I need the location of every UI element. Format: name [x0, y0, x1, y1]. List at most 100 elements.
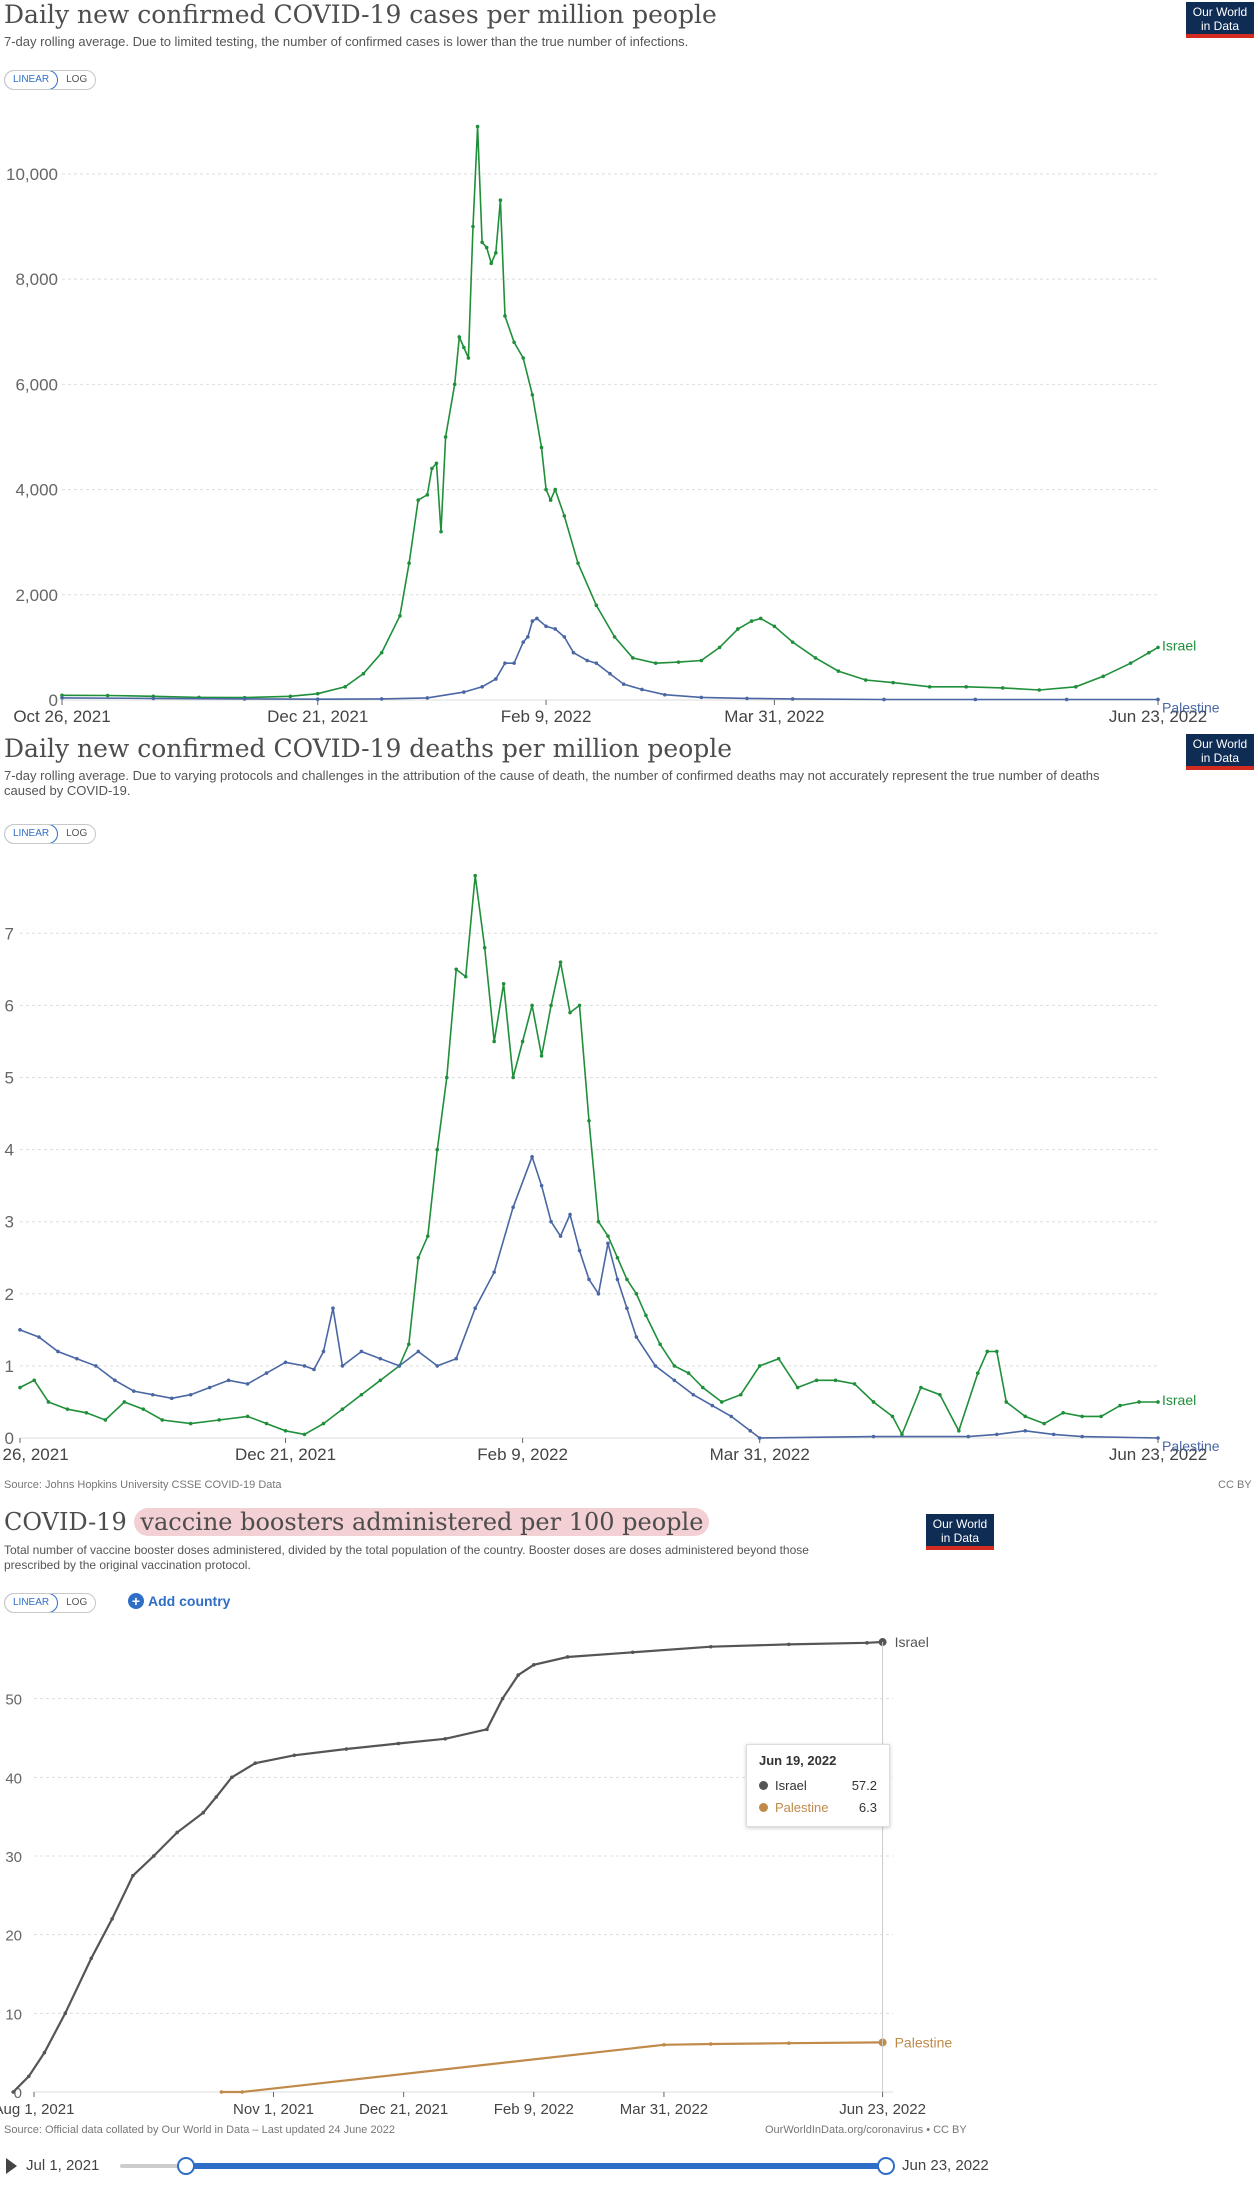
data-point: [512, 340, 516, 345]
deaths-source[interactable]: Source: Johns Hopkins University CSSE CO…: [4, 1479, 282, 1491]
data-point: [283, 1360, 288, 1365]
data-point: [150, 1392, 155, 1397]
data-point: [587, 1118, 591, 1123]
data-point: [201, 1810, 205, 1815]
data-point: [63, 2011, 68, 2016]
data-point: [662, 2043, 666, 2047]
series-label-palestine: Palestine: [1162, 1438, 1220, 1454]
data-point: [434, 461, 439, 466]
x-tick-label: Feb 9, 2022: [501, 707, 592, 726]
cases-scale-toggle: LINEAR LOG: [4, 70, 97, 90]
data-point: [1101, 674, 1105, 679]
data-point: [535, 616, 539, 621]
data-point: [653, 661, 658, 665]
timeline-start-handle[interactable]: [177, 2157, 195, 2175]
data-point: [359, 1349, 364, 1354]
data-point: [1004, 1400, 1009, 1404]
data-point: [454, 1356, 459, 1361]
data-point: [84, 1410, 89, 1415]
y-tick-label: 40: [5, 1770, 22, 1787]
add-country-button[interactable]: + Add country: [128, 1593, 230, 1609]
data-point: [1061, 1410, 1065, 1415]
deaths-license[interactable]: CC BY: [1218, 1479, 1252, 1491]
owid-logo-line1: Our World: [1192, 5, 1248, 19]
data-point: [361, 671, 366, 676]
data-point: [378, 1378, 383, 1383]
data-point: [484, 245, 489, 250]
data-point: [787, 1642, 791, 1647]
linear-scale-button[interactable]: LINEAR: [5, 825, 59, 843]
data-point: [344, 1747, 349, 1751]
data-point: [630, 1650, 635, 1655]
data-point: [691, 1392, 696, 1397]
y-tick-label: 20: [5, 1928, 22, 1945]
timeline-slider: Jul 1, 2021 Jun 23, 2022: [0, 2150, 1258, 2180]
data-point: [1042, 1421, 1046, 1426]
series-palestine: Palestine: [18, 1154, 1220, 1454]
data-point: [379, 697, 384, 701]
data-point: [379, 650, 384, 655]
timeline-selected-range[interactable]: [185, 2163, 885, 2169]
data-point: [444, 1075, 449, 1080]
data-point: [56, 1349, 60, 1354]
data-point: [416, 1349, 421, 1354]
data-point: [749, 619, 754, 623]
data-point: [1137, 1400, 1141, 1404]
play-icon[interactable]: [6, 2158, 17, 2174]
x-tick-label: Feb 9, 2022: [477, 1445, 568, 1464]
data-point: [539, 445, 544, 450]
linear-scale-button[interactable]: LINEAR: [5, 1594, 59, 1612]
data-point: [531, 1663, 536, 1667]
data-point: [539, 1183, 544, 1188]
linear-scale-button[interactable]: LINEAR: [5, 71, 59, 89]
boosters-title-prefix: COVID-19: [4, 1508, 135, 1536]
data-point: [1037, 688, 1042, 692]
data-point: [32, 1378, 37, 1383]
series-israel: Israel: [11, 1634, 929, 2094]
log-scale-button[interactable]: LOG: [66, 1597, 88, 1608]
log-scale-button[interactable]: LOG: [66, 828, 88, 839]
log-scale-button[interactable]: LOG: [66, 74, 88, 85]
series-line-palestine: [221, 2041, 883, 2094]
data-point: [594, 661, 599, 665]
data-point: [717, 645, 722, 650]
data-point: [454, 967, 459, 972]
y-tick-label: 0: [5, 1429, 14, 1448]
boosters-license[interactable]: OurWorldInData.org/coronavirus • CC BY: [765, 2124, 967, 2136]
cases-chart-title: Daily new confirmed COVID-19 cases per m…: [4, 0, 717, 29]
tooltip-value: 6.3: [858, 1799, 877, 1815]
x-tick-label: Oct 26, 2021: [0, 1445, 69, 1464]
cases-panel: Daily new confirmed COVID-19 cases per m…: [0, 0, 1258, 726]
timeline-end-handle[interactable]: [877, 2157, 895, 2175]
data-point: [795, 1385, 800, 1390]
deaths-panel: Daily new confirmed COVID-19 deaths per …: [0, 734, 1254, 1491]
data-point: [621, 682, 626, 687]
data-point: [466, 356, 471, 360]
data-point: [708, 1644, 713, 1649]
data-point: [520, 1039, 525, 1044]
tooltip-row-palestine: Palestine 6.3: [759, 1796, 877, 1818]
y-tick-label: 1: [5, 1357, 14, 1376]
owid-logo[interactable]: Our World in Data: [1186, 2, 1254, 38]
data-point: [833, 1378, 838, 1383]
data-point: [634, 1335, 639, 1339]
palestine-legend-dot: [759, 1802, 768, 1812]
data-point: [644, 1313, 648, 1318]
boosters-source[interactable]: Source: Official data collated by Our Wo…: [4, 2124, 395, 2136]
data-point: [521, 640, 526, 644]
data-point: [625, 1277, 629, 1282]
data-point: [919, 1385, 923, 1390]
x-tick-label: Dec 21, 2021: [267, 707, 368, 726]
y-tick-label: 2: [5, 1285, 14, 1304]
data-point: [18, 1328, 22, 1332]
series-palestine: Palestine: [60, 616, 1220, 715]
data-point: [94, 1364, 98, 1368]
data-point: [738, 1392, 743, 1397]
owid-logo[interactable]: Our World in Data: [1186, 734, 1254, 770]
data-point: [631, 656, 635, 660]
data-point: [245, 1382, 250, 1386]
owid-logo[interactable]: Our World in Data: [926, 1514, 994, 1550]
boosters-title-highlight: vaccine boosters administered per 100 pe…: [134, 1508, 710, 1536]
timeline-end-label: Jun 23, 2022: [902, 2157, 989, 2174]
data-point: [1156, 697, 1160, 702]
